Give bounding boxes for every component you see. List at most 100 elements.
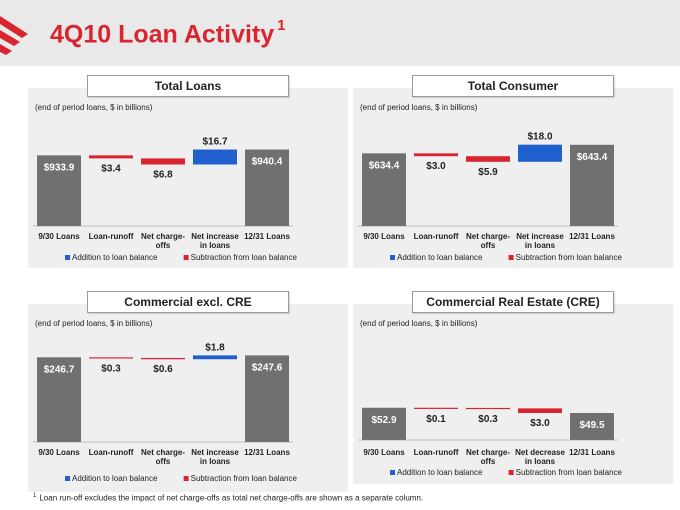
category-label-line: Net charge- [466, 232, 510, 241]
legend-swatch [508, 255, 514, 260]
value-label: $933.9 [44, 162, 75, 173]
bar-3 [141, 158, 185, 165]
panel-title: Total Consumer [412, 75, 614, 97]
category-label-line: Loan-runoff [89, 232, 134, 241]
waterfall-chart: $52.9 9/30 Loans $0.1 Loan-runoff $0.3 Net ch… [358, 407, 623, 477]
legend-swatch [65, 476, 71, 481]
panel-title: Total Loans [87, 75, 289, 97]
bar-2 [414, 153, 458, 157]
value-label: $246.7 [44, 364, 75, 375]
footnote-marker: 1 [33, 493, 37, 499]
category-label-line: 12/31 Loans [569, 448, 615, 457]
category-label: Loan-runoff [414, 448, 459, 457]
value-label: $940.4 [252, 157, 283, 168]
category-label-line: in loans [525, 241, 556, 250]
category-label-line: Net charge- [466, 448, 510, 457]
category-label: Loan-runoff [89, 448, 134, 457]
bar-1 [362, 407, 406, 440]
bar-3 [466, 407, 510, 410]
value-label: $0.3 [101, 364, 121, 375]
waterfall-chart: $933.9 9/30 Loans $3.4 Loan-runoff $6.8 Net c… [33, 137, 297, 262]
bar-1 [362, 153, 406, 226]
value-label: $3.0 [426, 161, 446, 172]
category-label-line: in loans [200, 457, 231, 466]
footnote: 1 Loan run-off excludes the impact of net… [33, 493, 423, 503]
bar-5 [570, 413, 614, 440]
legend-swatch [65, 255, 71, 260]
value-label: $3.0 [530, 418, 550, 429]
category-label-line: Loan-runoff [89, 448, 134, 457]
footnote-text: Loan run-off excludes the impact of net … [39, 493, 424, 503]
bar-4 [193, 355, 237, 360]
value-label: $3.4 [101, 163, 121, 174]
category-label-line: Net increase [191, 232, 239, 241]
legend-swatches: Addition to loan balance Subtraction from… [65, 253, 297, 262]
panel-title: Commercial Real Estate (CRE) [412, 291, 614, 313]
category-label: Net charge-offs [466, 232, 510, 250]
value-label: $1.8 [205, 342, 225, 353]
category-label-line: 9/30 Loans [363, 448, 405, 457]
panel-subtitle: (end of period loans, $ in billions) [360, 103, 478, 112]
bar-1 [37, 155, 81, 226]
bar-5 [570, 144, 614, 226]
waterfall-chart: $246.7 9/30 Loans $0.3 Loan-runoff $0.6 Net c… [33, 342, 297, 483]
page-title: 4Q10 Loan Activity 1 [50, 17, 286, 49]
category-label: 9/30 Loans [363, 232, 405, 241]
value-label: $6.8 [153, 169, 173, 180]
legend-label: Addition to loan balance [397, 253, 483, 262]
bank-flag-logo-icon [0, 16, 28, 55]
value-label: $52.9 [371, 415, 396, 426]
bar-3 [466, 156, 510, 162]
bar-4 [193, 149, 237, 165]
value-label: $16.7 [202, 137, 227, 148]
category-label: 12/31 Loans [244, 448, 290, 457]
header-band: 4Q10 Loan Activity 1 [0, 0, 680, 66]
bar-1 [37, 357, 81, 442]
category-label: Net charge-offs [466, 448, 510, 466]
category-label-line: Net decrease [515, 448, 565, 457]
category-label-line: Loan-runoff [414, 448, 459, 457]
legend-label: Subtraction from loan balance [516, 468, 623, 477]
legend-label: Subtraction from loan balance [516, 253, 623, 262]
category-label-line: 12/31 Loans [244, 232, 290, 241]
bar-2 [89, 155, 133, 159]
value-label: $643.4 [577, 152, 608, 163]
legend-swatches: Addition to loan balance Subtraction from… [390, 253, 622, 262]
legend-label: Addition to loan balance [397, 468, 483, 477]
legend-swatches: Addition to loan balance Subtraction from… [65, 474, 297, 483]
value-label: $0.3 [478, 414, 498, 425]
category-label-line: offs [156, 457, 171, 466]
bar-4 [518, 408, 562, 413]
panel-title: Commercial excl. CRE [87, 291, 289, 313]
category-label: 9/30 Loans [38, 232, 80, 241]
value-label: $634.4 [369, 160, 400, 171]
waterfall-chart: $634.4 9/30 Loans $3.0 Loan-runoff $5.9 Net c… [358, 132, 622, 262]
panel-commercial-excl-cre: Commercial excl. CRE (end of period loan… [28, 291, 348, 492]
value-label: $49.5 [579, 420, 604, 431]
category-label: Net increase in loans [191, 232, 239, 250]
category-label: Net charge-offs [141, 448, 185, 466]
category-label-line: offs [481, 457, 496, 466]
legend-label: Subtraction from loan balance [191, 474, 298, 483]
panel-commercial-real-estate: Commercial Real Estate (CRE) (end of per… [353, 291, 673, 484]
panel-total-consumer: Total Consumer (end of period loans, $ i… [353, 75, 673, 268]
category-label: Net charge-offs [141, 232, 185, 250]
category-label: 9/30 Loans [38, 448, 80, 457]
category-label: Loan-runoff [89, 232, 134, 241]
legend-swatch [183, 255, 189, 260]
category-label-line: Net increase [516, 232, 564, 241]
panel-subtitle: (end of period loans, $ in billions) [35, 319, 153, 328]
panel-total-loans: Total Loans (end of period loans, $ in b… [28, 75, 348, 268]
category-label: 12/31 Loans [569, 232, 615, 241]
page-title-text: 4Q10 Loan Activity [50, 20, 275, 49]
category-label-line: 9/30 Loans [38, 232, 80, 241]
legend-swatch [390, 470, 396, 475]
legend-label: Addition to loan balance [72, 474, 158, 483]
bar-4 [518, 144, 562, 162]
legend-swatch [508, 470, 514, 475]
category-label: 12/31 Loans [244, 232, 290, 241]
bar-2 [89, 357, 133, 359]
bar-2 [414, 407, 458, 409]
category-label: Loan-runoff [414, 232, 459, 241]
category-label: Net decrease in loans [515, 448, 565, 466]
